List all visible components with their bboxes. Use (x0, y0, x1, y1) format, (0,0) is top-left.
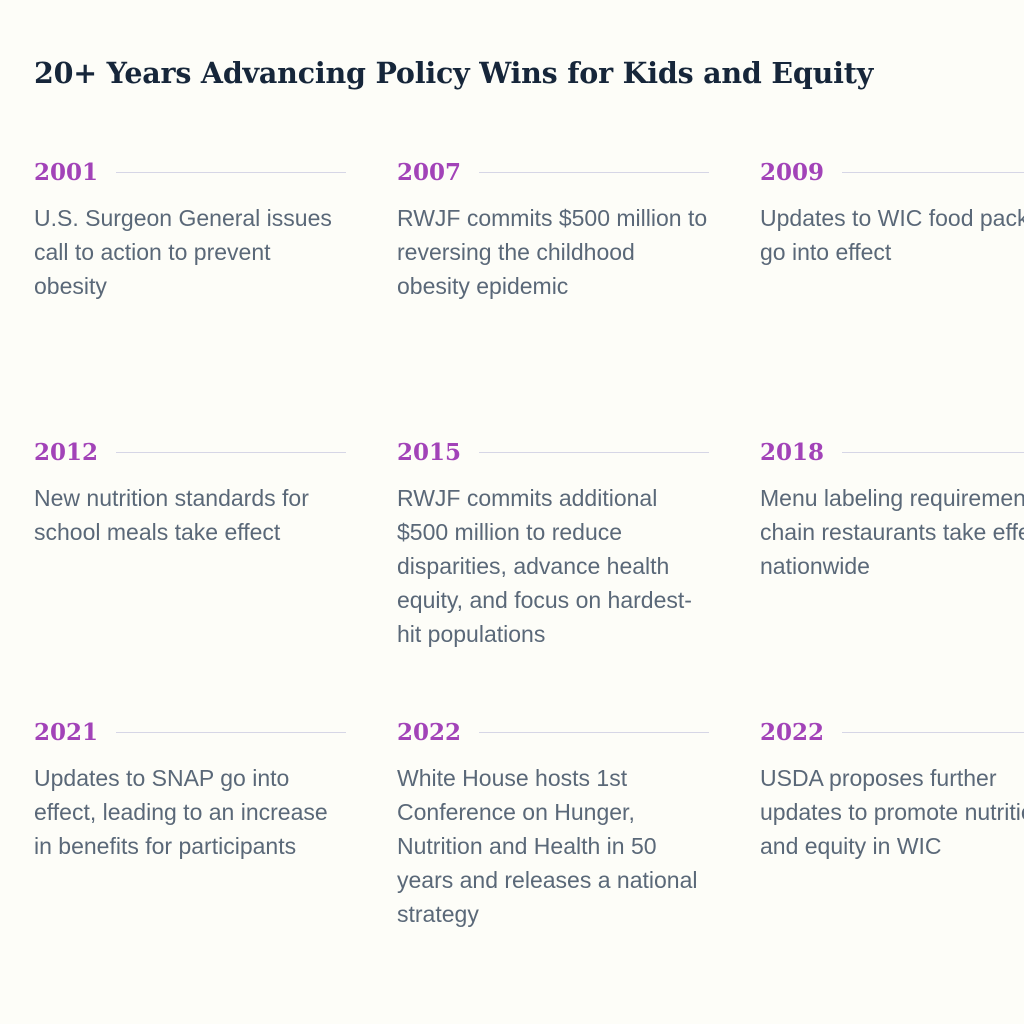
divider-line (479, 451, 709, 453)
milestone-item: 2022 White House hosts 1st Conference on… (397, 717, 709, 931)
page-title: 20+ Years Advancing Policy Wins for Kids… (34, 56, 874, 90)
milestone-description: Updates to WIC food package go into effe… (760, 205, 1024, 265)
divider-line (116, 451, 346, 453)
milestone-item: 2018 Menu labeling requirements in chain… (760, 437, 1024, 583)
milestone-description: Updates to SNAP go into effect, leading … (34, 765, 328, 859)
divider-line (479, 171, 709, 173)
milestone-description: White House hosts 1st Conference on Hung… (397, 765, 698, 927)
milestone-header: 2007 (397, 157, 709, 187)
milestone-year: 2022 (397, 718, 462, 746)
milestone-description: RWJF commits additional $500 million to … (397, 485, 692, 647)
divider-line (479, 731, 709, 733)
milestone-description: U.S. Surgeon General issues call to acti… (34, 205, 332, 299)
milestone-header: 2018 (760, 437, 1024, 467)
milestone-item: 2012 New nutrition standards for school … (34, 437, 346, 549)
milestone-description: Menu labeling requirements in chain rest… (760, 485, 1024, 579)
milestone-year: 2015 (397, 438, 462, 466)
milestone-header: 2021 (34, 717, 346, 747)
milestone-header: 2001 (34, 157, 346, 187)
milestone-header: 2012 (34, 437, 346, 467)
milestone-header: 2009 (760, 157, 1024, 187)
divider-line (842, 171, 1024, 173)
milestone-description: USDA proposes further updates to promote… (760, 765, 1024, 859)
milestone-year: 2018 (760, 438, 825, 466)
milestone-year: 2001 (34, 158, 99, 186)
milestone-header: 2022 (397, 717, 709, 747)
milestone-year: 2009 (760, 158, 825, 186)
milestone-description: New nutrition standards for school meals… (34, 485, 309, 545)
milestone-description: RWJF commits $500 million to reversing t… (397, 205, 708, 299)
milestone-year: 2021 (34, 718, 99, 746)
milestone-item: 2022 USDA proposes further updates to pr… (760, 717, 1024, 863)
divider-line (842, 731, 1024, 733)
milestone-header: 2022 (760, 717, 1024, 747)
milestone-item: 2007 RWJF commits $500 million to revers… (397, 157, 709, 303)
milestone-header: 2015 (397, 437, 709, 467)
milestone-year: 2012 (34, 438, 99, 466)
milestone-item: 2001 U.S. Surgeon General issues call to… (34, 157, 346, 303)
milestone-year: 2007 (397, 158, 462, 186)
milestone-year: 2022 (760, 718, 825, 746)
divider-line (116, 171, 346, 173)
divider-line (116, 731, 346, 733)
milestone-item: 2021 Updates to SNAP go into effect, lea… (34, 717, 346, 863)
divider-line (842, 451, 1024, 453)
milestone-item: 2009 Updates to WIC food package go into… (760, 157, 1024, 269)
milestone-item: 2015 RWJF commits additional $500 millio… (397, 437, 709, 651)
